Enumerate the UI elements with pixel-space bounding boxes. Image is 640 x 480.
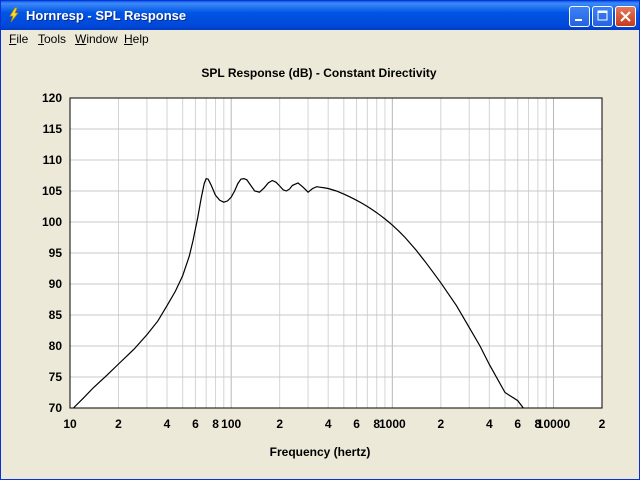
y-tick-label: 80 (49, 339, 63, 353)
hornresp-app-icon (9, 7, 19, 23)
x-tick-label: 100 (221, 417, 241, 431)
plot-frame (69, 97, 603, 409)
minimize-button[interactable] (569, 6, 590, 27)
x-tick-label: 4 (325, 417, 332, 431)
maximize-button[interactable] (592, 6, 613, 27)
menu-window[interactable]: Window (75, 32, 118, 46)
y-tick-label: 105 (42, 184, 62, 198)
menu-bar: File Tools Window Help (1, 30, 639, 49)
x-tick-label: 8 (535, 417, 542, 431)
x-tick-label: 10 (63, 417, 77, 431)
y-tick-label: 90 (49, 277, 63, 291)
y-tick-label: 75 (49, 370, 63, 384)
x-tick-label: 2 (276, 417, 283, 431)
minimize-icon (575, 19, 582, 21)
menu-file[interactable]: File (9, 32, 29, 46)
spl-response-line (72, 177, 524, 409)
chart-title: SPL Response (dB) - Constant Directivity (201, 66, 437, 80)
close-icon (620, 11, 631, 22)
x-tick-label: 4 (164, 417, 171, 431)
title-bar[interactable]: Hornresp - SPL Response (1, 1, 639, 30)
menu-help[interactable]: Help (124, 32, 149, 46)
x-axis-label: Frequency (hertz) (269, 445, 371, 459)
y-tick-label: 70 (49, 401, 63, 415)
x-tick-label: 10000 (537, 417, 571, 431)
x-tick-label: 4 (486, 417, 493, 431)
close-button[interactable] (615, 6, 636, 27)
x-tick-label: 8 (373, 417, 380, 431)
y-tick-label: 95 (49, 246, 63, 260)
maximize-icon (597, 10, 608, 21)
menu-tools[interactable]: Tools (38, 32, 67, 46)
x-tick-label: 2 (599, 417, 606, 431)
y-tick-label: 115 (43, 122, 63, 136)
x-tick-label: 1000 (379, 417, 406, 431)
x-tick-label: 6 (192, 417, 199, 431)
x-tick-label: 8 (212, 417, 219, 431)
x-tick-label: 6 (353, 417, 360, 431)
y-tick-label: 100 (42, 215, 62, 229)
y-tick-label: 85 (49, 308, 63, 322)
x-tick-label: 2 (115, 417, 122, 431)
x-tick-label: 2 (437, 417, 444, 431)
x-tick-label: 6 (514, 417, 521, 431)
window-title: Hornresp - SPL Response (26, 8, 187, 23)
y-tick-label: 120 (42, 91, 62, 105)
y-tick-label: 110 (43, 153, 63, 167)
